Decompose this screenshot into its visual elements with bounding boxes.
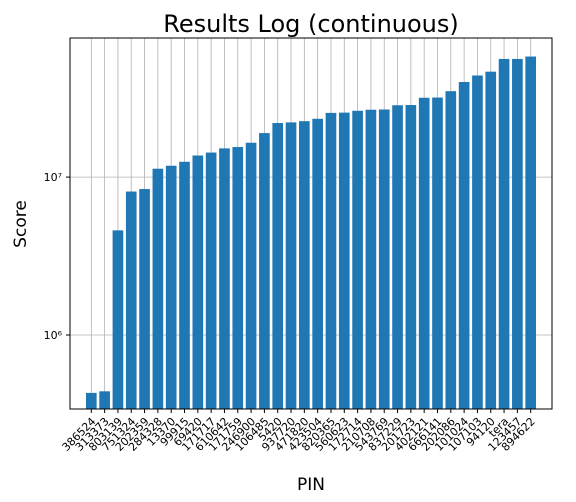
bar <box>338 112 350 409</box>
bar <box>192 155 204 409</box>
bar <box>392 105 403 409</box>
y-tick-label: 10⁷ <box>44 171 62 184</box>
bar <box>352 110 363 409</box>
bar <box>325 112 337 409</box>
x-axis-label: PIN <box>297 475 325 495</box>
bar <box>378 109 390 409</box>
y-tick-label: 10⁶ <box>44 329 63 342</box>
bar <box>485 71 497 409</box>
bar <box>179 161 190 409</box>
bar <box>445 91 457 410</box>
bar <box>85 392 97 409</box>
bar <box>312 118 323 409</box>
bar <box>458 82 470 409</box>
bar <box>125 191 137 409</box>
bar <box>299 121 310 409</box>
bar <box>152 168 164 409</box>
bar <box>219 148 230 410</box>
bar <box>259 133 270 409</box>
bar <box>165 165 177 409</box>
bar <box>365 109 377 410</box>
bar <box>139 189 150 409</box>
bar <box>525 56 537 410</box>
bar <box>512 58 523 409</box>
bar <box>272 123 284 409</box>
bar <box>432 97 443 410</box>
bar <box>205 152 217 409</box>
y-axis-label: Score <box>11 200 31 248</box>
plot-frame <box>69 37 553 410</box>
bar <box>285 122 297 409</box>
bar <box>99 391 110 409</box>
bar <box>245 142 257 409</box>
bar <box>472 75 483 409</box>
bar <box>405 105 417 410</box>
chart-title: Results Log (continuous) <box>163 10 459 38</box>
bar <box>498 58 510 409</box>
bar <box>418 97 430 410</box>
bar <box>232 147 244 409</box>
bar <box>112 230 124 409</box>
